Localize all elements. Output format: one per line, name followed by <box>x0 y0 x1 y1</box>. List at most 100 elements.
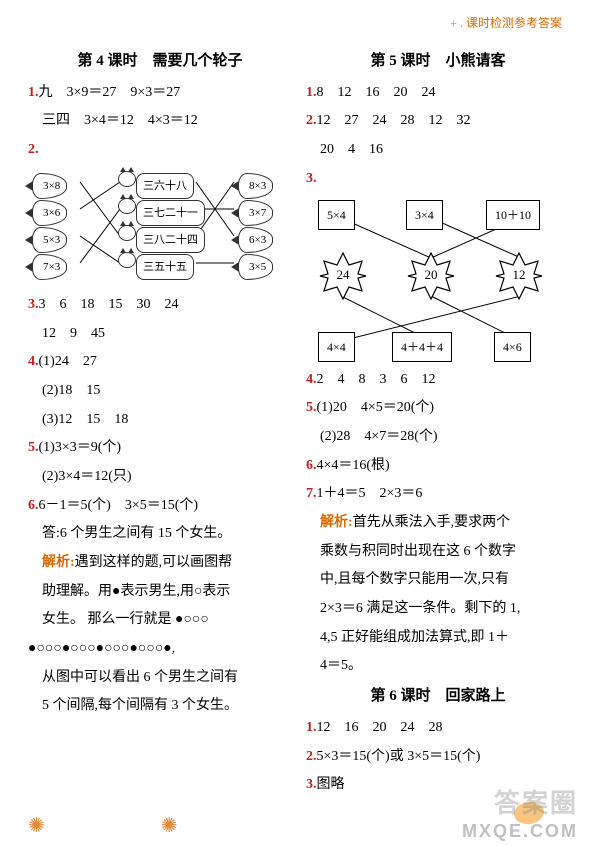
q4-b: (2)18 15 <box>28 377 292 406</box>
top-rect-3: 10＋10 <box>486 200 540 231</box>
q6-line1: 6.6－1＝5(个) 3×5＝15(个) <box>28 492 292 521</box>
q5-text-a: (1)3×3＝9(个) <box>39 440 122 455</box>
two-column-layout: 第 4 课时 需要几个轮子 1.九 3×9＝27 9×3＝27 三四 3×4＝1… <box>28 46 570 800</box>
q3-line1: 3.3 6 18 15 30 24 <box>28 291 292 320</box>
r-q7-text1: 1＋4＝5 2×3＝6 <box>317 486 423 501</box>
left-column: 第 4 课时 需要几个轮子 1.九 3×9＝27 9×3＝27 三四 3×4＝1… <box>28 46 292 800</box>
page: + . 课时检测参考答案 第 4 课时 需要几个轮子 1.九 3×9＝27 9×… <box>0 0 590 846</box>
shapes-diagram: 5×4 3×4 10＋10 24 20 12 4×4 4＋4＋4 4×6 <box>306 196 561 366</box>
watermark-url: MXQE.COM <box>462 821 578 842</box>
r-q6-text: 4×4＝16(根) <box>317 458 390 473</box>
q5-a: 5.(1)3×3＝9(个) <box>28 434 292 463</box>
star-3: 12 <box>494 251 544 301</box>
q2-number: 2. <box>28 142 39 157</box>
r-q6-number: 6. <box>306 458 317 473</box>
q1-number: 1. <box>28 85 39 100</box>
r-q4-number: 4. <box>306 372 317 387</box>
q1-line1: 1.九 3×9＝27 9×3＝27 <box>28 79 292 108</box>
lesson5-title: 第 5 课时 小熊请客 <box>306 46 570 77</box>
top-rect-1: 5×4 <box>318 200 355 231</box>
r-q6: 6.4×4＝16(根) <box>306 452 570 481</box>
r-q4-text: 2 4 8 3 6 12 <box>317 372 436 387</box>
cat-icon <box>118 252 136 268</box>
q1-text: 九 3×9＝27 9×3＝27 <box>39 85 181 100</box>
right-column: 第 5 课时 小熊请客 1.8 12 16 20 24 2.12 27 24 2… <box>306 46 570 800</box>
q6-tail1: 从图中可以看出 6 个男生之间有 <box>28 664 292 693</box>
r-q2-number: 2. <box>306 113 317 128</box>
r-q7-j4: 2×3＝6 满足这一条件。剩下的 1, <box>306 595 570 624</box>
center-label-3: 三八二十四 <box>136 227 205 254</box>
bot-rect-1: 4×4 <box>318 332 355 363</box>
r-q4: 4.2 4 8 3 6 12 <box>306 366 570 395</box>
star-2: 20 <box>406 251 456 301</box>
r-q7-j2: 乘数与积同时出现在这 6 个数字 <box>306 538 570 567</box>
q4-text-a: (1)24 27 <box>39 354 97 369</box>
r-q2-l2: 20 4 16 <box>306 136 570 165</box>
r-q5-b: (2)28 4×7＝28(个) <box>306 423 570 452</box>
r-q1-number: 1. <box>306 85 317 100</box>
cat-icon <box>118 225 136 241</box>
q6-jiexi-text1: 遇到这样的题,可以画图帮 <box>75 555 233 570</box>
r-q7-j5: 4,5 正好能组成加法算式,即 1＋ <box>306 624 570 653</box>
q3-number: 3. <box>28 297 39 312</box>
q6-tail2: 5 个间隔,每个间隔有 3 个女生。 <box>28 692 292 721</box>
q6-jiexi3: 女生。 那么一行就是 ●○○○ <box>28 606 292 635</box>
plus-icon: + . <box>450 16 463 30</box>
center-label-1: 三六十八 <box>136 173 194 200</box>
r-q7-number: 7. <box>306 486 317 501</box>
r-q7-j3: 中,且每个数字只能用一次,只有 <box>306 566 570 595</box>
r-q7-l1: 7.1＋4＝5 2×3＝6 <box>306 480 570 509</box>
l6-q1-text: 12 16 20 24 28 <box>317 720 443 735</box>
l6-q1-number: 1. <box>306 720 317 735</box>
r-q7-j6: 4＝5。 <box>306 652 570 681</box>
jiexi-label-r: 解析: <box>320 515 353 530</box>
r-q1-text: 8 12 16 20 24 <box>317 85 436 100</box>
star-3-label: 12 <box>494 251 544 301</box>
q6-jiexi2: 助理解。用●表示男生,用○表示 <box>28 578 292 607</box>
r-q5-a: 5.(1)20 4×5＝20(个) <box>306 394 570 423</box>
l6-q2-number: 2. <box>306 749 317 764</box>
center-label-2: 三七二十一 <box>136 200 205 227</box>
q4-a: 4.(1)24 27 <box>28 348 292 377</box>
lesson6-title: 第 6 课时 回家路上 <box>306 681 570 712</box>
star-1: 24 <box>318 251 368 301</box>
lesson4-title: 第 4 课时 需要几个轮子 <box>28 46 292 77</box>
q3-text1: 3 6 18 15 30 24 <box>39 297 179 312</box>
bot-rect-3: 4×6 <box>494 332 531 363</box>
jiexi-label: 解析: <box>42 555 75 570</box>
l6-q2-text: 5×3＝15(个)或 3×5＝15(个) <box>317 749 481 764</box>
cat-icon <box>118 198 136 214</box>
cat-icon <box>118 171 136 187</box>
q6-text1: 6－1＝5(个) 3×5＝15(个) <box>39 498 199 513</box>
center-label-4: 三五十五 <box>136 254 194 281</box>
r-q1: 1.8 12 16 20 24 <box>306 79 570 108</box>
q6-number: 6. <box>28 498 39 513</box>
bot-rect-2: 4＋4＋4 <box>392 332 452 363</box>
q5-number: 5. <box>28 440 39 455</box>
q6-answer: 答:6 个男生之间有 15 个女生。 <box>28 520 292 549</box>
q4-number: 4. <box>28 354 39 369</box>
header-label: + . 课时检测参考答案 <box>450 14 562 31</box>
l6-q3-number: 3. <box>306 777 317 792</box>
r-q3-number: 3. <box>306 171 317 186</box>
q6-jiexi1: 解析:遇到这样的题,可以画图帮 <box>28 549 292 578</box>
r-q5-number: 5. <box>306 400 317 415</box>
r-q2-text1: 12 27 24 28 12 32 <box>317 113 471 128</box>
q1-line2: 三四 3×4＝12 4×3＝12 <box>28 107 292 136</box>
l6-q2: 2.5×3＝15(个)或 3×5＝15(个) <box>306 743 570 772</box>
q5-b: (2)3×4＝12(只) <box>28 463 292 492</box>
l6-q3-text: 图略 <box>317 777 345 792</box>
header-text: 课时检测参考答案 <box>466 16 562 30</box>
r-q2-l1: 2.12 27 24 28 12 32 <box>306 107 570 136</box>
q3-line2: 12 9 45 <box>28 320 292 349</box>
matching-diagram: 3×8 3×6 5×3 7×3 三六十八 三七二十一 三八二十四 三五十五 8×… <box>28 167 286 287</box>
footer-starfish-icon: ✺ ✺ <box>28 809 226 838</box>
l6-q1: 1.12 16 20 24 28 <box>306 714 570 743</box>
top-rect-2: 3×4 <box>406 200 443 231</box>
q4-c: (3)12 15 18 <box>28 406 292 435</box>
star-1-label: 24 <box>318 251 368 301</box>
q2-number-row: 2. <box>28 136 292 165</box>
r-q3-num: 3. <box>306 165 570 194</box>
r-q5-text-a: (1)20 4×5＝20(个) <box>317 400 435 415</box>
star-2-label: 20 <box>406 251 456 301</box>
